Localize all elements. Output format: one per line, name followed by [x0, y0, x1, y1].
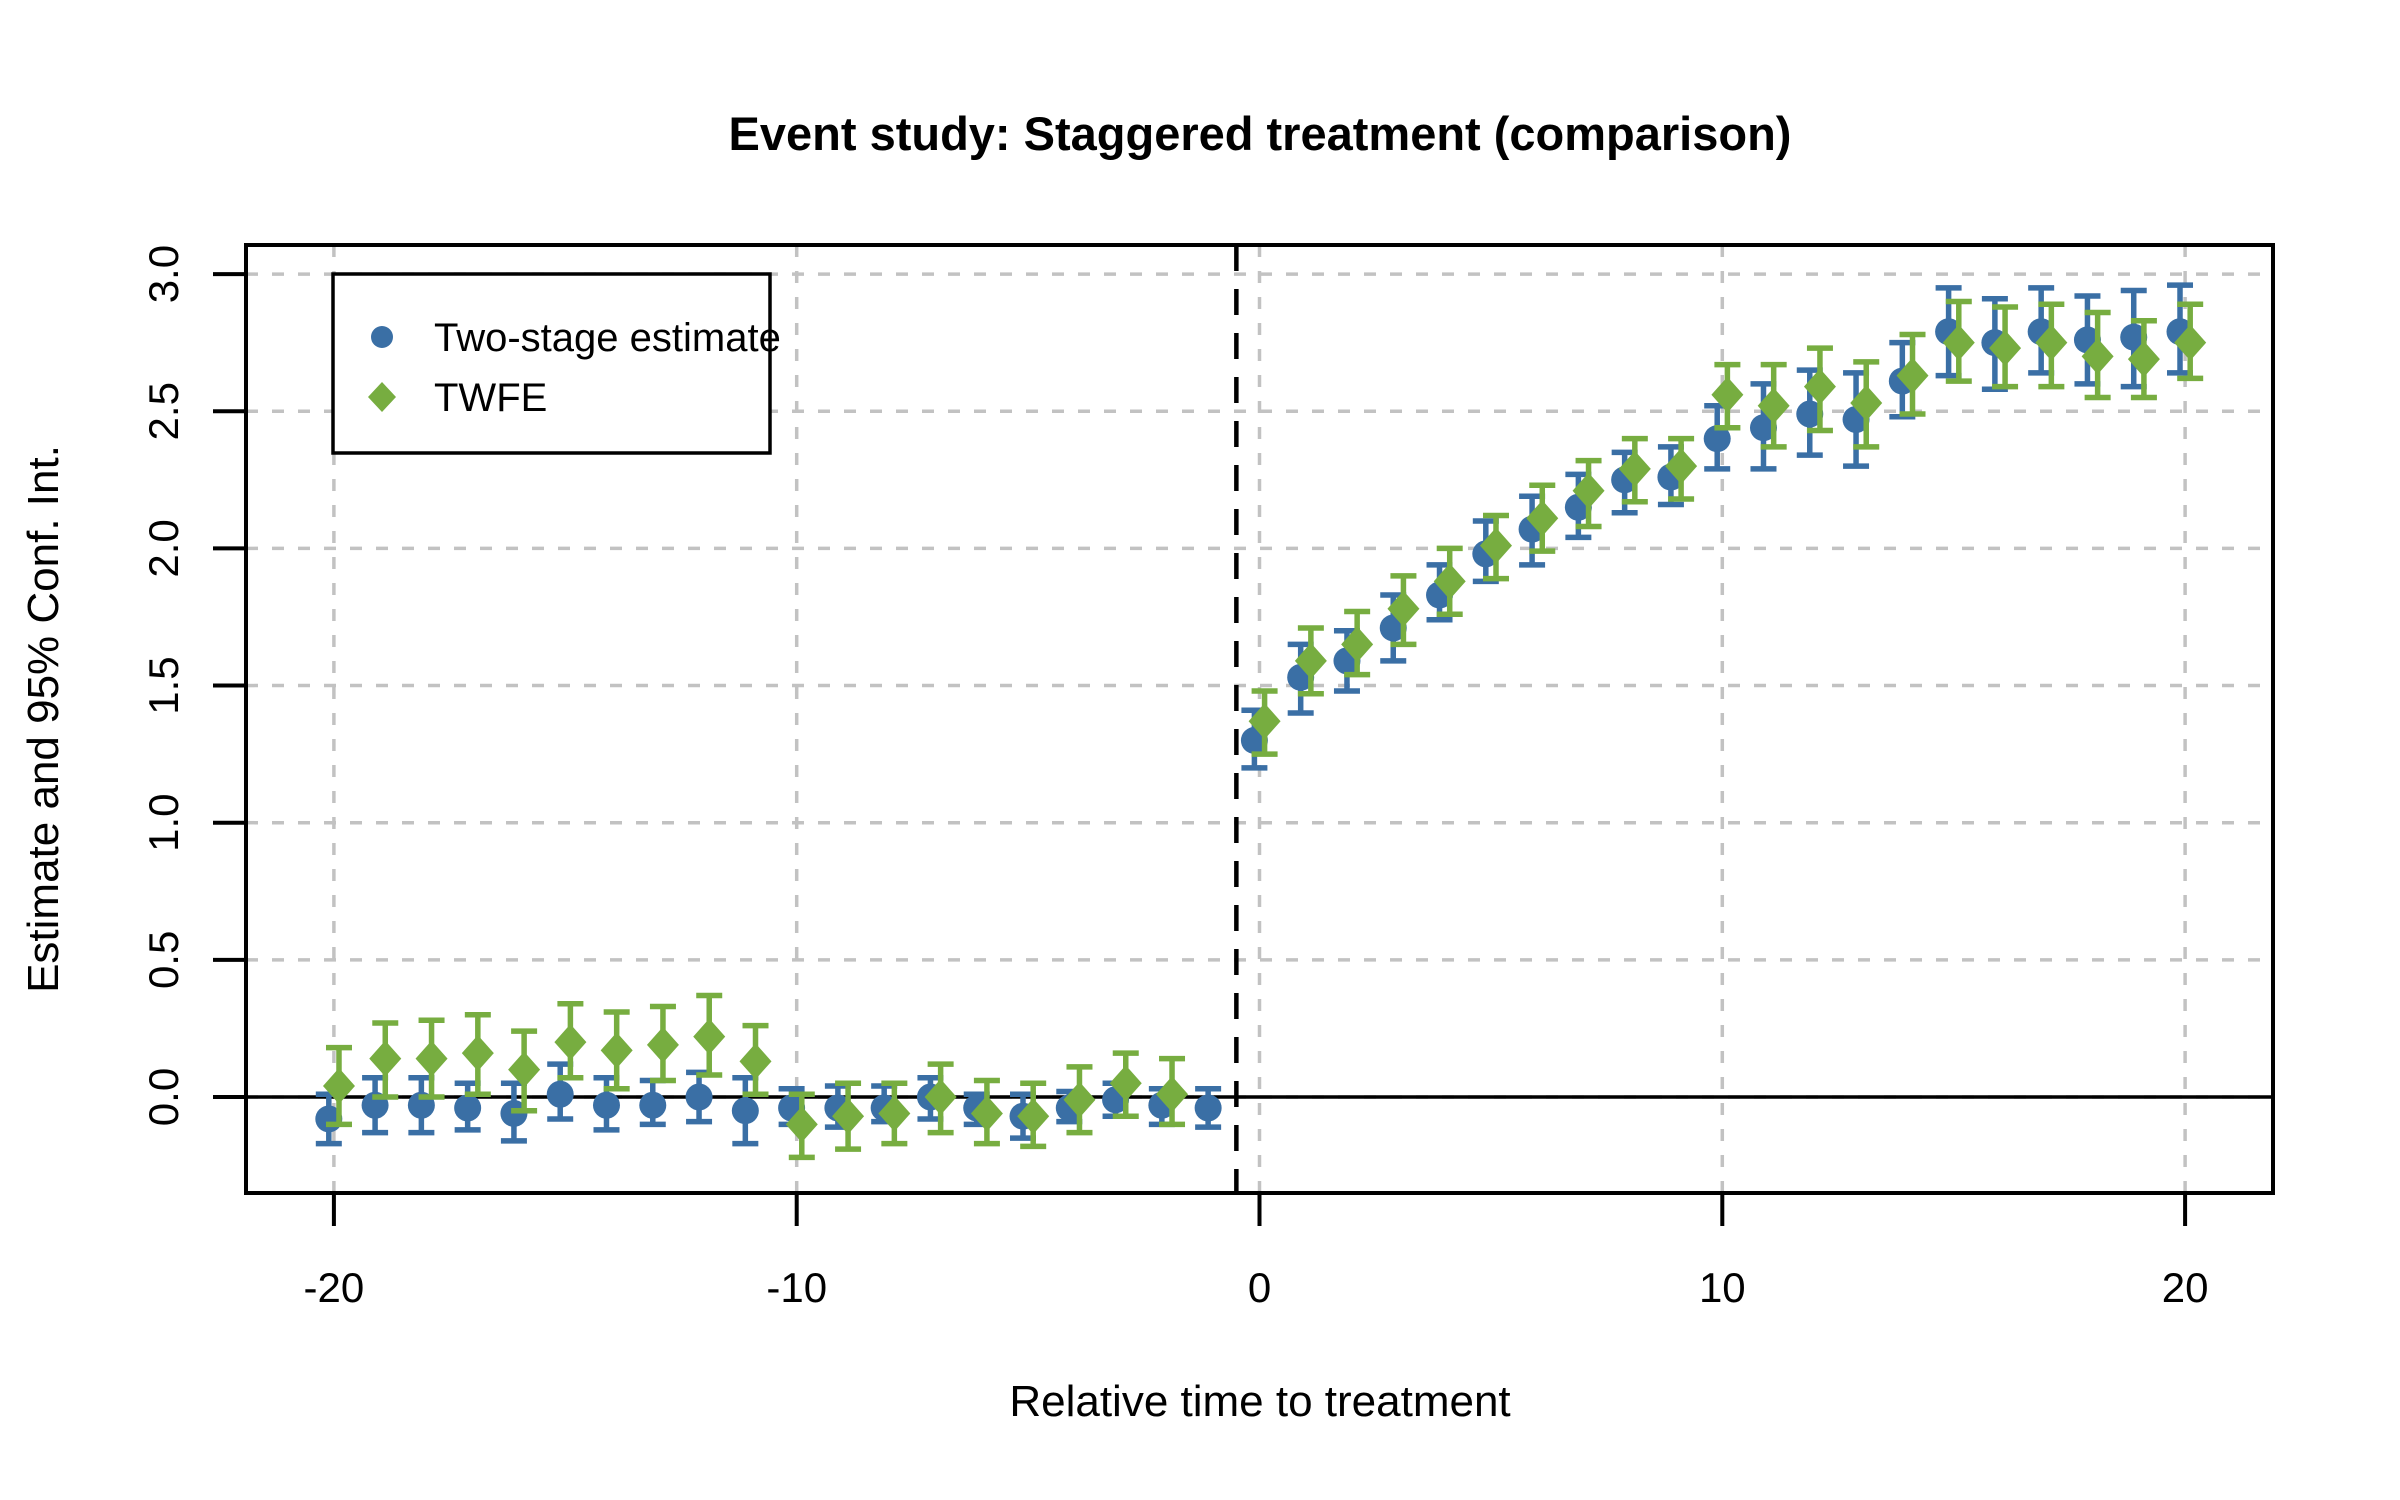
data-point-diamond [2127, 341, 2160, 378]
data-point-circle [2120, 323, 2148, 351]
data-point-diamond [415, 1040, 448, 1077]
x-tick-label: -10 [766, 1264, 827, 1311]
data-point-diamond [1572, 472, 1605, 509]
data-point-diamond [878, 1095, 911, 1132]
y-axis-title: Estimate and 95% Conf. Int. [19, 445, 68, 993]
data-point-circle [454, 1094, 482, 1122]
data-point-diamond [1017, 1098, 1050, 1135]
data-point-diamond [1479, 527, 1512, 564]
data-point-diamond [2174, 324, 2207, 361]
data-point-diamond [1294, 642, 1327, 679]
data-point-diamond [1063, 1081, 1096, 1118]
data-point-diamond [1618, 450, 1651, 487]
data-point-circle [1194, 1094, 1222, 1122]
data-point-diamond [1526, 500, 1559, 537]
legend-circle-marker-icon [371, 326, 393, 348]
legend-diamond-marker-icon [368, 382, 396, 412]
data-point-diamond [600, 1032, 633, 1069]
data-point-circle [1703, 425, 1731, 453]
data-point-circle [592, 1091, 620, 1119]
data-point-diamond [1989, 330, 2022, 367]
data-point-diamond [693, 1018, 726, 1055]
data-point-circle [731, 1097, 759, 1125]
x-tick-label: 0 [1248, 1264, 1271, 1311]
y-tick-label: 3.0 [140, 245, 187, 303]
data-point-circle [639, 1091, 667, 1119]
data-point-diamond [554, 1024, 587, 1061]
data-point-diamond [646, 1026, 679, 1063]
data-point-diamond [322, 1068, 355, 1105]
legend-label-two-stage: Two-stage estimate [434, 316, 781, 360]
data-point-diamond [1387, 590, 1420, 627]
legend: Two-stage estimate TWFE [331, 272, 781, 455]
data-point-diamond [1109, 1065, 1142, 1102]
data-point-diamond [924, 1079, 957, 1115]
data-point-circle [546, 1080, 574, 1108]
data-point-circle [1796, 400, 1824, 428]
data-point-diamond [1711, 376, 1744, 413]
y-tick-label: 1.5 [140, 656, 187, 714]
y-tick-label: 2.5 [140, 382, 187, 440]
data-point-diamond [461, 1035, 494, 1072]
x-tick-label: 10 [1699, 1264, 1746, 1311]
x-tick-label: -20 [304, 1264, 365, 1311]
data-point-diamond [369, 1040, 402, 1077]
data-point-diamond [508, 1051, 541, 1088]
data-point-diamond [1850, 385, 1883, 422]
data-point-diamond [785, 1106, 818, 1143]
legend-label-twfe: TWFE [434, 376, 547, 420]
data-point-diamond [739, 1043, 772, 1080]
reference-lines [246, 245, 2273, 1193]
data-point-diamond [1896, 357, 1929, 394]
legend-box [331, 272, 772, 455]
data-point-diamond [970, 1095, 1003, 1132]
data-point-diamond [1757, 387, 1790, 424]
data-point-diamond [2035, 324, 2068, 361]
y-tick-label: 2.0 [140, 519, 187, 577]
data-point-diamond [1942, 324, 1975, 361]
tick-labels: -20 -10 0 10 20 0.0 0.5 1.0 1.5 2.0 2.5 3.0 [140, 245, 2208, 1311]
data-point-diamond [1341, 626, 1374, 663]
series-twfe [322, 298, 2207, 1161]
y-tick-label: 0.5 [140, 931, 187, 989]
chart-title: Event study: Staggered treatment (compar… [729, 107, 1792, 160]
axes [213, 243, 2275, 1226]
y-tick-label: 0.0 [140, 1068, 187, 1126]
y-tick-label: 1.0 [140, 794, 187, 852]
data-point-circle [685, 1083, 713, 1111]
data-point-diamond [1803, 368, 1836, 405]
x-axis-title: Relative time to treatment [1009, 1377, 1510, 1426]
data-point-circle [1749, 414, 1777, 442]
data-point-diamond [832, 1098, 865, 1135]
data-point-diamond [1665, 448, 1698, 485]
data-point-diamond [1248, 703, 1281, 740]
data-point-diamond [1156, 1076, 1189, 1113]
data-point-diamond [2081, 338, 2114, 375]
data-point-diamond [1433, 563, 1466, 600]
x-tick-label: 20 [2162, 1264, 2209, 1311]
data-series [315, 282, 2207, 1161]
